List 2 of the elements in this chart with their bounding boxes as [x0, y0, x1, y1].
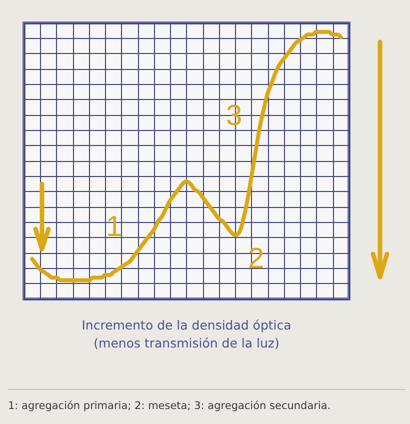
text: 1: agregación primaria; 2: meseta; 3: agregación secundaria.: [8, 399, 331, 413]
x-axis-title: Incremento de la densidad óptica (menos transmisión de la luz): [82, 318, 292, 350]
